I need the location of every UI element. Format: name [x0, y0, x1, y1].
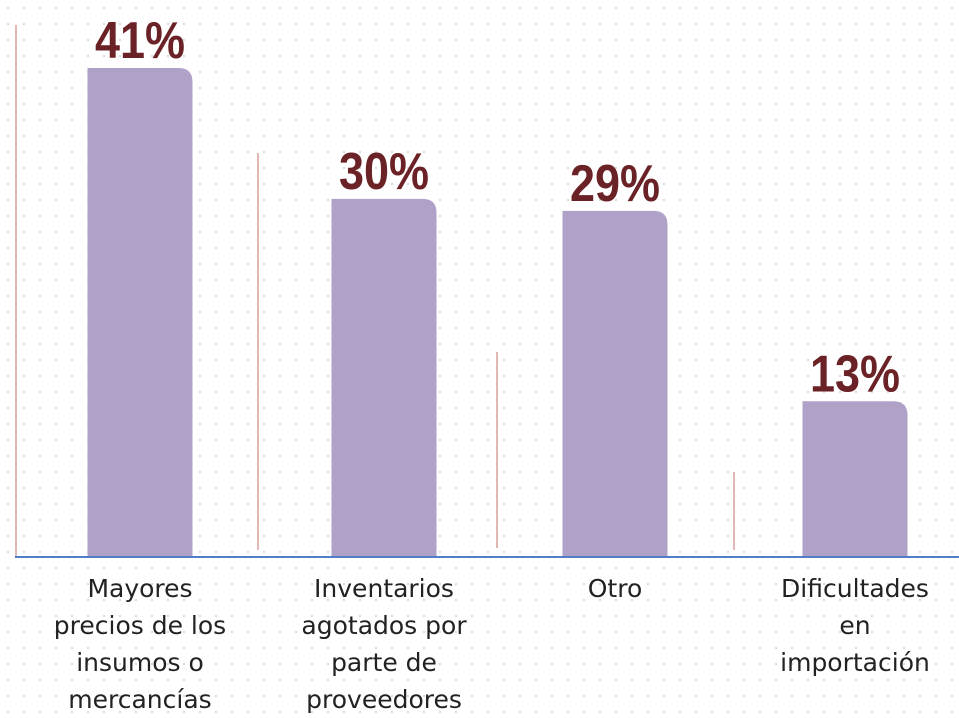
x-tick-label: Dificultades en importación — [780, 574, 930, 677]
value-label: 13% — [810, 345, 900, 403]
bar — [331, 198, 437, 557]
value-label: 29% — [570, 155, 660, 213]
x-tick-label: Inventarios agotados por parte de provee… — [301, 574, 467, 714]
x-tick-label: Mayores precios de los insumos o mercanc… — [53, 574, 227, 714]
value-label: 41% — [95, 12, 185, 70]
bar — [87, 68, 193, 556]
value-label: 30% — [339, 143, 429, 201]
bar — [562, 210, 668, 556]
bar — [802, 401, 908, 556]
x-tick-label: Otro — [587, 574, 643, 603]
bars: 41% 30% 29% 13% — [87, 12, 908, 557]
